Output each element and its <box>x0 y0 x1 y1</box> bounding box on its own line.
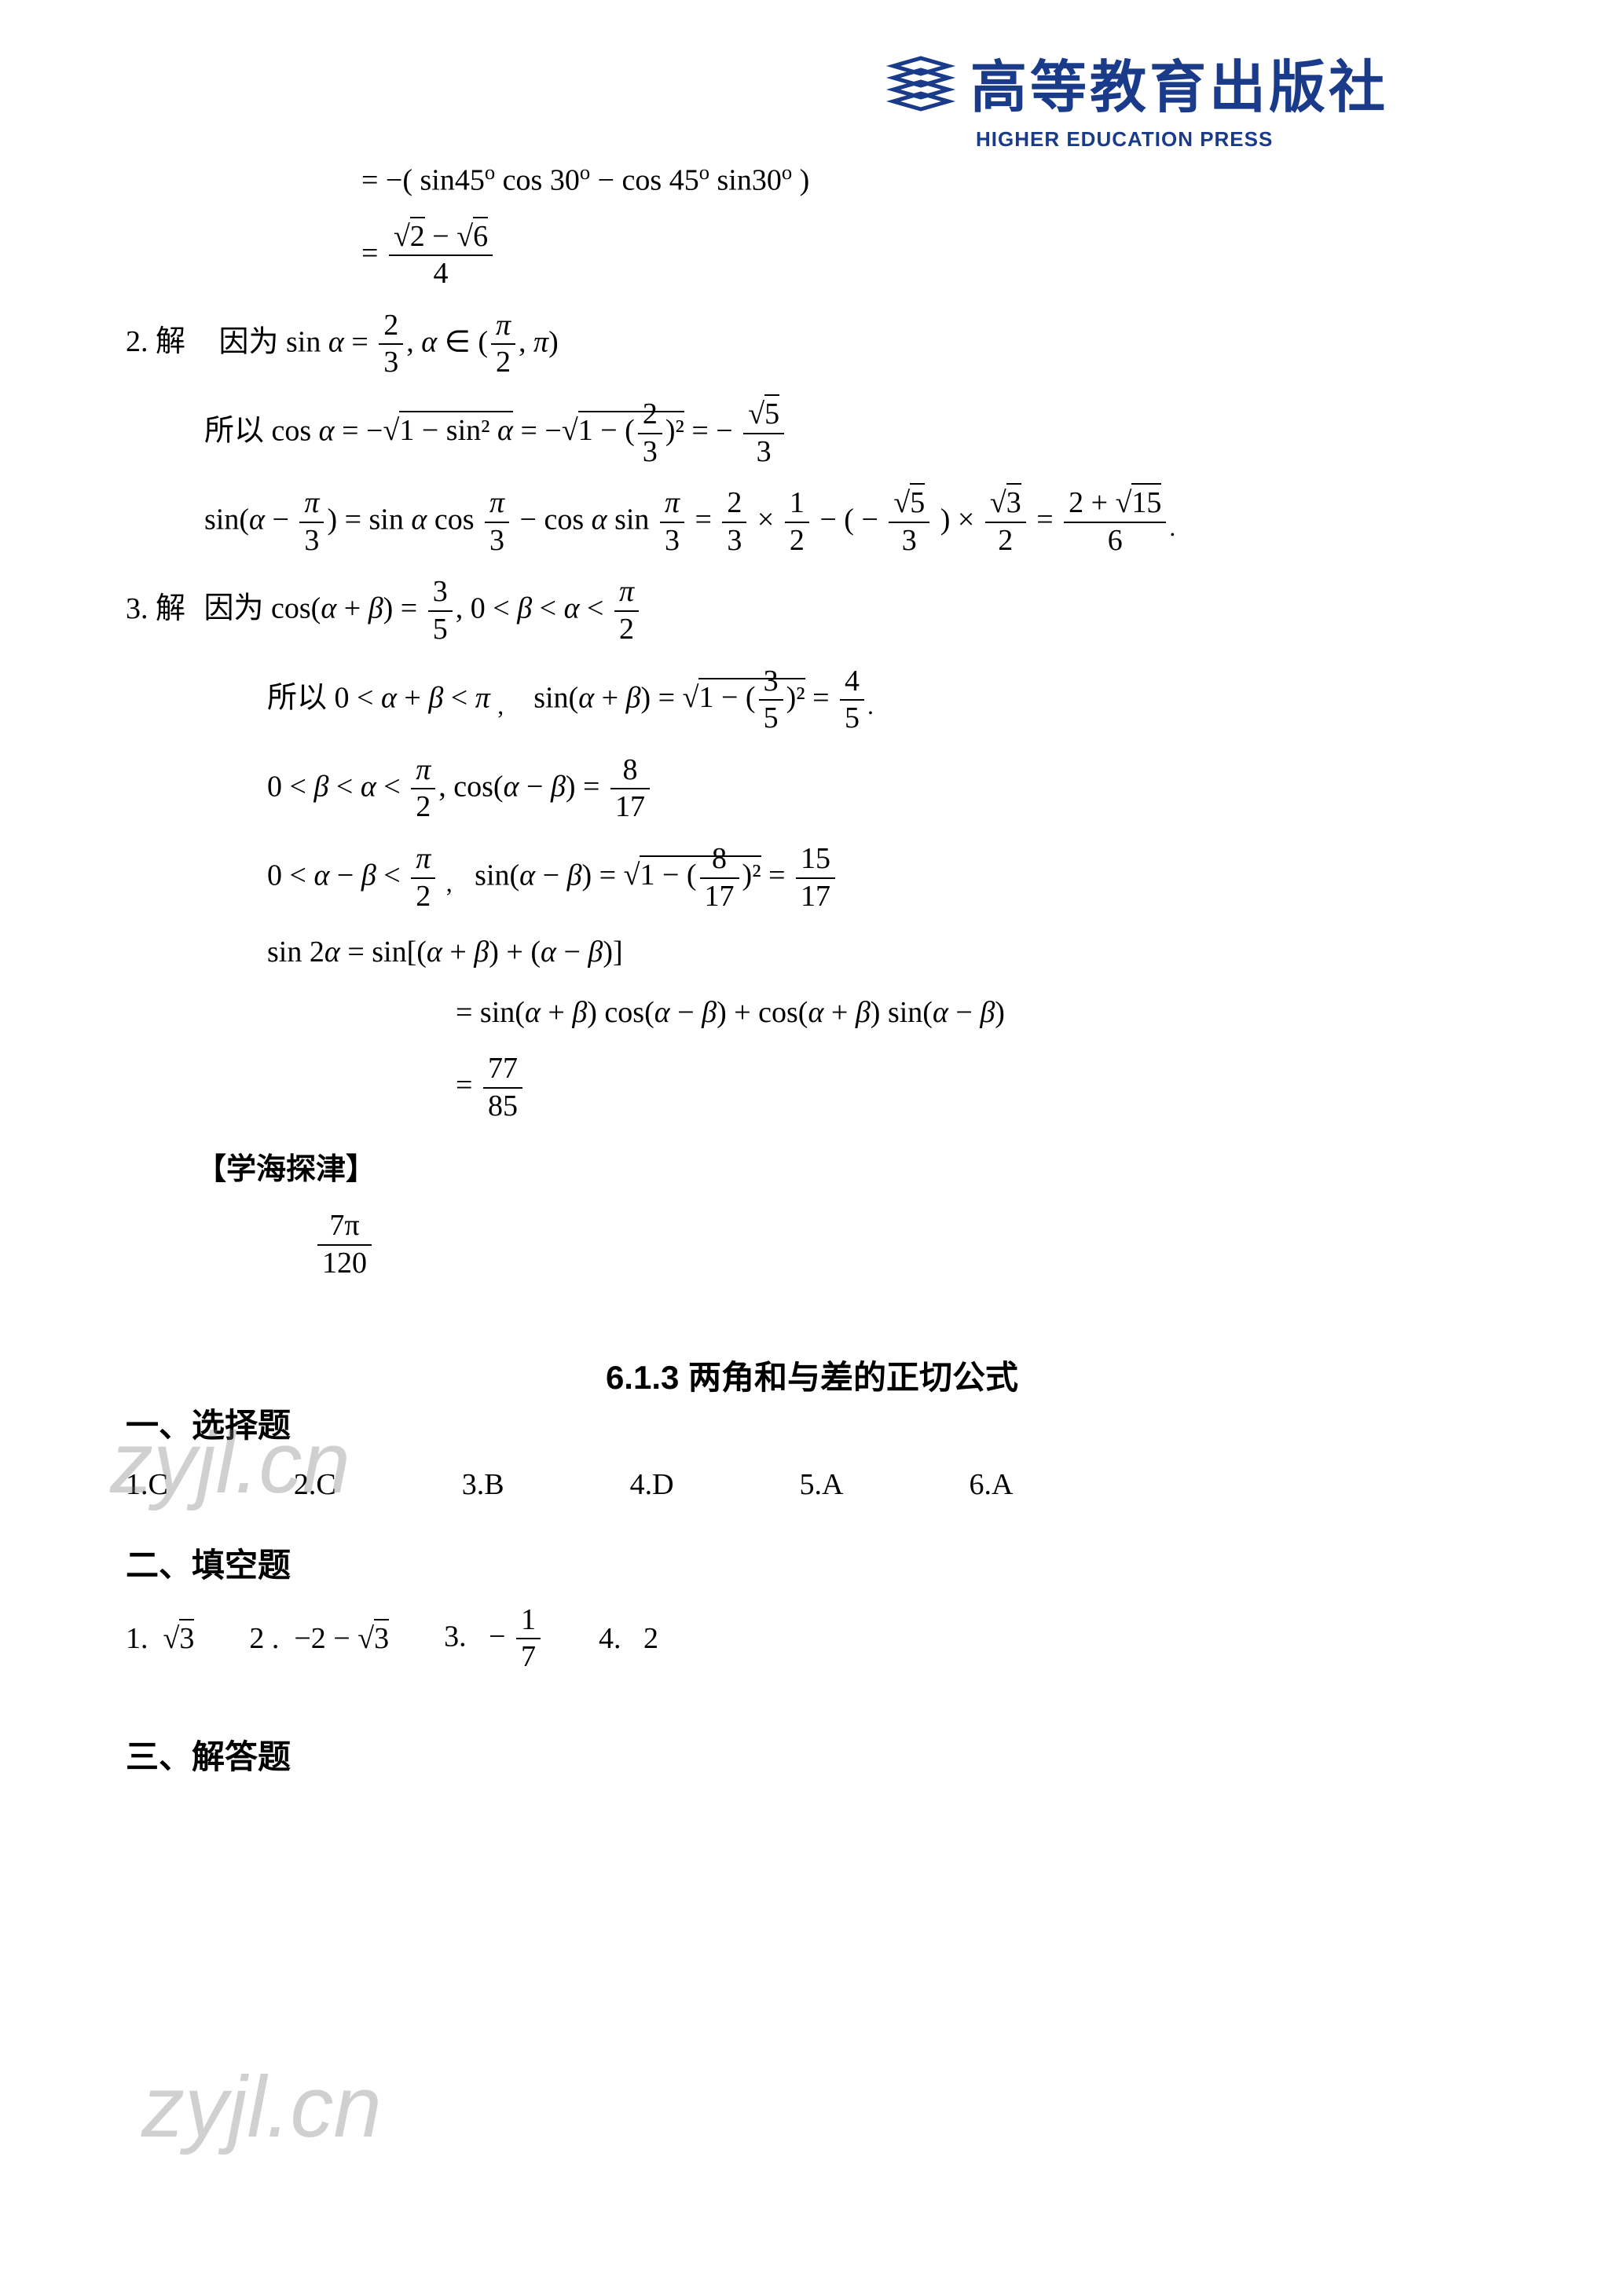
p3-so: 所以 <box>267 681 327 714</box>
p3-l6-den: 85 <box>483 1089 522 1125</box>
fill-3: 3. − 17 <box>444 1602 544 1675</box>
problem-3-line4: sin 2α = sin[(α + β) + (α − β)] <box>267 930 1498 975</box>
logo-chinese-text: 高等教育出版社 <box>970 46 1388 130</box>
p3-l6-num: 77 <box>483 1051 522 1089</box>
problem-2-sin-diff: sin(α − π3) = sin α cos π3 − cos α sin π… <box>204 485 1498 558</box>
book-stack-icon <box>885 50 956 126</box>
choice-1: 1.C <box>126 1463 168 1507</box>
problem-3-line3: 0 < α − β < π2 , sin(α − β) = 1 − (817)²… <box>267 841 1498 914</box>
page-root: 高等教育出版社 HIGHER EDUCATION PRESS = −( sin4… <box>0 0 1624 2296</box>
equation-line-1: = −( sin45o cos 30o − cos 45o sin30o ) <box>361 157 1498 203</box>
section-6-1-3-title: 6.1.3 两角和与差的正切公式 <box>126 1353 1498 1402</box>
publisher-logo: 高等教育出版社 HIGHER EDUCATION PRESS <box>885 46 1483 155</box>
problem-3-label: 3. 解 <box>126 587 196 632</box>
p2-because: 因为 <box>219 325 279 358</box>
choice-answers: 1.C 2.C 3.B 4.D 5.A 6.A <box>126 1463 1498 1507</box>
p2-so: 所以 <box>204 414 264 447</box>
fill-1: 1. 3 <box>126 1617 194 1661</box>
problem-2: 2. 解 因为 sin α = 23, α ∈ (π2, π) <box>126 308 1498 381</box>
problem-3-line1: 所以 0 < α + β < π , sin(α + β) = 1 − (35)… <box>267 664 1498 737</box>
equation-line-2: = 2 − 64 <box>361 219 1498 292</box>
p3-because: 因为 <box>204 592 264 625</box>
logo-english-text: HIGHER EDUCATION PRESS <box>976 124 1483 155</box>
choice-5: 5.A <box>800 1463 844 1507</box>
problem-2-cos: 所以 cos α = −1 − sin² α = −1 − (23)² = − … <box>204 397 1498 470</box>
eq2-den: 4 <box>389 256 493 292</box>
xuehai-num: 7π <box>317 1208 372 1246</box>
xuehai-den: 120 <box>317 1246 372 1282</box>
xuehai-answer: 7π120 <box>314 1208 1498 1281</box>
choice-header: 一、选择题 <box>126 1402 1498 1452</box>
choice-3: 3.B <box>462 1463 504 1507</box>
watermark-2: zyjl.cn <box>141 2042 382 2172</box>
problem-3-line5: = sin(α + β) cos(α − β) + cos(α + β) sin… <box>456 991 1498 1035</box>
fill-4: 4. 2 <box>599 1617 658 1661</box>
fill-header: 二、填空题 <box>126 1542 1498 1591</box>
solve-header: 三、解答题 <box>126 1734 1498 1783</box>
fill-2: 2 . −2 − 3 <box>249 1617 389 1661</box>
problem-3-line6: = 7785 <box>456 1051 1498 1124</box>
choice-4: 4.D <box>630 1463 674 1507</box>
choice-2: 2.C <box>294 1463 336 1507</box>
problem-3-line2: 0 < β < α < π2, cos(α − β) = 817 <box>267 753 1498 826</box>
logo-row: 高等教育出版社 <box>885 46 1483 130</box>
xuehai-header: 【学海探津】 <box>196 1148 1498 1192</box>
fill-answers: 1. 3 2 . −2 − 3 3. − 17 4. 2 <box>126 1602 1498 1675</box>
document-content: = −( sin45o cos 30o − cos 45o sin30o ) =… <box>126 157 1498 1783</box>
problem-2-label: 2. 解 <box>126 320 196 364</box>
problem-3: 3. 解 因为 cos(α + β) = 35, 0 < β < α < π2 <box>126 574 1498 647</box>
choice-6: 6.A <box>969 1463 1013 1507</box>
